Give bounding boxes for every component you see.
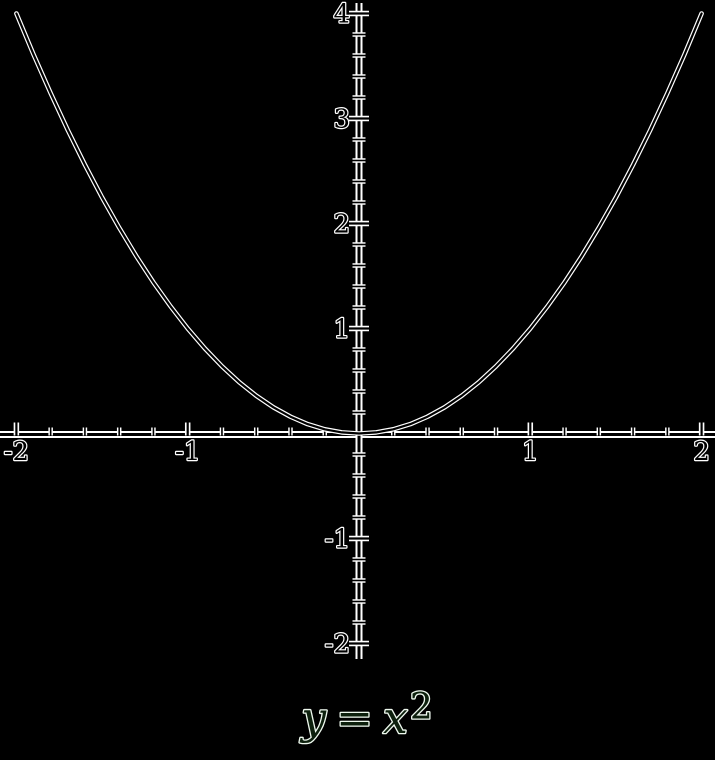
x-tick-label: 2 — [693, 437, 710, 467]
caption-x: x — [383, 693, 408, 744]
caption-exponent: 2 — [410, 687, 433, 728]
y-tick-label: -1 — [325, 525, 350, 555]
y-tick-label: 3 — [333, 105, 350, 135]
y-tick-label: 2 — [333, 210, 350, 240]
caption-equation: y = x2 — [299, 687, 432, 744]
caption-equals: = — [336, 693, 373, 744]
y-tick-label: 1 — [333, 315, 350, 345]
caption-y: y — [299, 693, 327, 744]
tick-labels: -2 -1 1 2 -2 -1 1 2 3 4 — [3, 0, 712, 661]
y-tick-label: -2 — [325, 630, 350, 660]
x-tick-label: -2 — [4, 437, 29, 467]
parabola-curve — [14, 11, 704, 436]
x-tick-label: 1 — [522, 437, 539, 467]
x-tick-label: -1 — [175, 437, 200, 467]
y-tick-label: 4 — [333, 0, 350, 30]
curve-core — [15, 12, 703, 435]
